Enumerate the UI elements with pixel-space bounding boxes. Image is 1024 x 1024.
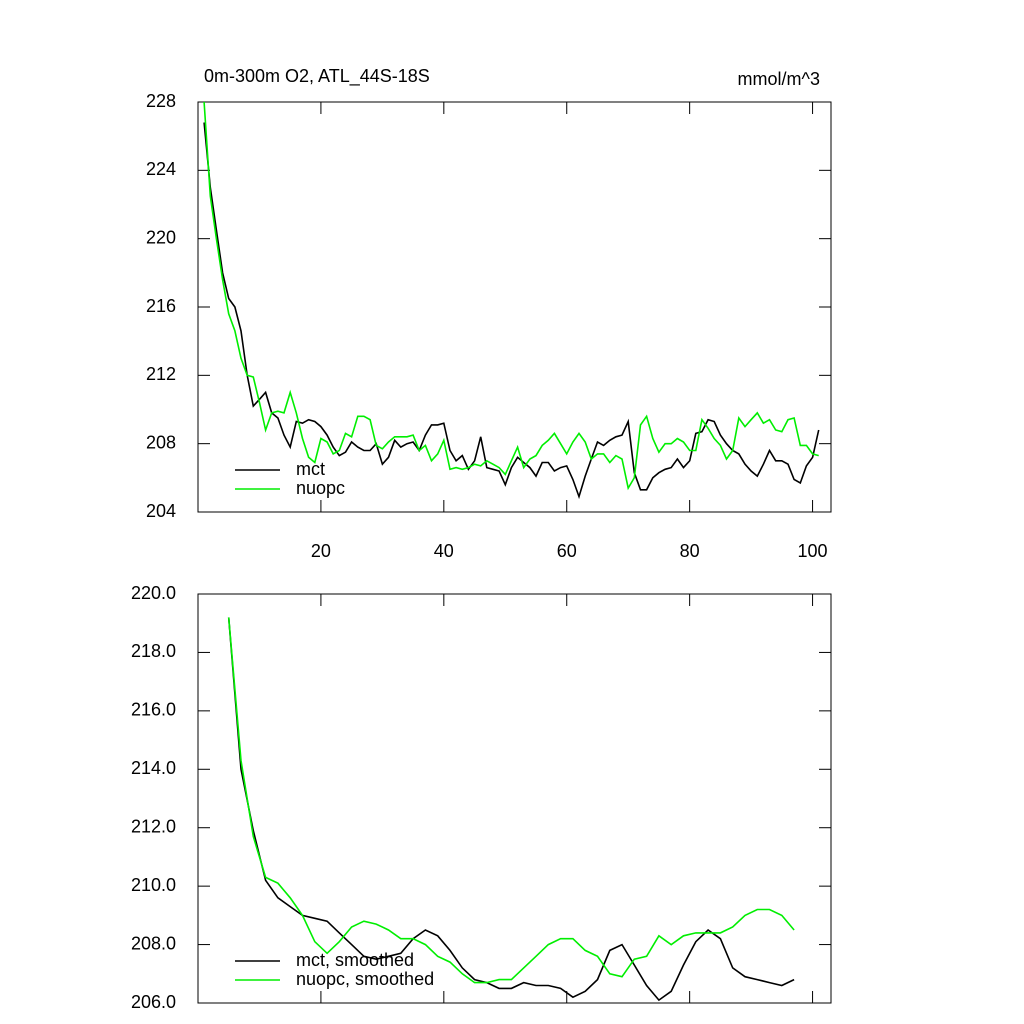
x-tick-label: 20 — [311, 541, 331, 561]
x-tick-label: 60 — [557, 541, 577, 561]
plot-frame — [197, 101, 832, 513]
y-tick-label: 220 — [146, 227, 176, 247]
legend-label: nuopc — [296, 478, 345, 498]
y-tick-label: 216 — [146, 296, 176, 316]
x-tick-label: 100 — [798, 541, 828, 561]
y-tick-label: 212 — [146, 364, 176, 384]
chart-title: 0m-300m O2, ATL_44S-18S — [204, 66, 430, 87]
legend-label: nuopc, smoothed — [296, 969, 434, 989]
y-tick-label: 216.0 — [131, 700, 176, 720]
y-tick-label: 212.0 — [131, 816, 176, 836]
y-tick-label: 224 — [146, 159, 176, 179]
legend-label: mct — [296, 459, 325, 479]
y-tick-label: 228 — [146, 91, 176, 111]
x-tick-label: 80 — [680, 541, 700, 561]
y-tick-label: 204 — [146, 501, 176, 521]
plot-frame — [197, 593, 832, 1004]
series-line — [227, 617, 795, 1002]
y-tick-label: 220.0 — [131, 583, 176, 603]
legend-label: mct, smoothed — [296, 950, 414, 970]
y-tick-label: 206.0 — [131, 992, 176, 1012]
y-tick-label: 214.0 — [131, 758, 176, 778]
y-tick-label: 208 — [146, 432, 176, 452]
y-tick-label: 208.0 — [131, 933, 176, 953]
units-label: mmol/m^3 — [738, 69, 820, 89]
y-tick-label: 218.0 — [131, 641, 176, 661]
y-tick-label: 210.0 — [131, 875, 176, 895]
series-line — [203, 122, 820, 500]
series-line — [227, 617, 795, 984]
series-line — [203, 101, 819, 491]
x-tick-label: 40 — [434, 541, 454, 561]
